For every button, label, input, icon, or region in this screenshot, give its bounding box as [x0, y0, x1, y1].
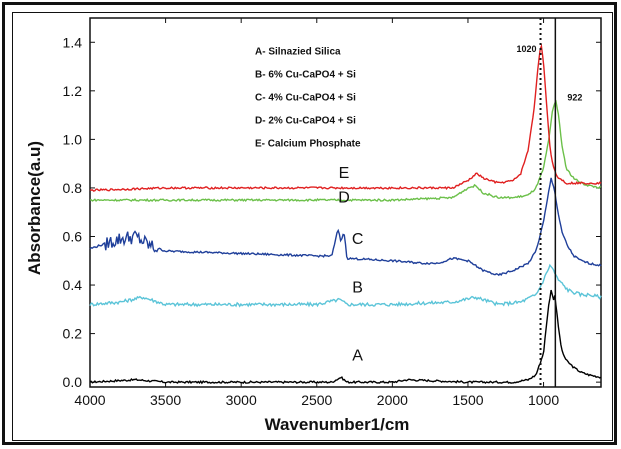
y-tick-label: 0.0 [63, 374, 83, 390]
y-tick-label: 0.8 [63, 180, 83, 196]
legend-entry: C- 4% Cu-CaPO4 + Si [255, 92, 356, 103]
plot-area-border [89, 17, 602, 388]
legend-entry: D- 2% Cu-CaPO4 + Si [255, 115, 356, 126]
curve-label-D: D [338, 190, 350, 207]
figure-frame [2, 2, 617, 445]
y-tick-label: 0.6 [63, 228, 83, 244]
series-line-B [89, 263, 602, 308]
curve-label-B: B [352, 279, 363, 296]
y-tick-label: 1.2 [63, 83, 83, 99]
x-tick-label: 1500 [452, 392, 483, 408]
legend-entry: B- 6% Cu-CaPO4 + Si [255, 69, 356, 80]
y-tick-label: 1.0 [63, 131, 83, 147]
annotation-layer: 1020 922 A- Silnazied Silica B- 6% Cu-CaPO4… [255, 18, 582, 387]
x-axis-title: Wavenumber1/cm [265, 415, 410, 434]
legend-entry: A- Silnazied Silica [255, 46, 341, 57]
curve-label-A: A [352, 347, 363, 364]
x-tick-label: 1000 [528, 392, 559, 408]
x-tick-label: 3000 [226, 392, 257, 408]
x-tick-label: 2500 [301, 392, 332, 408]
x-tick-label: 3500 [150, 392, 181, 408]
annotation-1020: 1020 [516, 44, 536, 54]
series-line-D [89, 99, 602, 203]
curve-label-E: E [339, 165, 350, 182]
curve-label-C: C [352, 231, 364, 248]
series-layer: A B C DE [89, 43, 602, 385]
series-line-E [89, 43, 602, 192]
y-tick-label: 0.2 [63, 326, 83, 342]
figure-inner-frame [12, 12, 613, 441]
series-line-C [89, 177, 602, 277]
annotation-922: 922 [567, 93, 582, 103]
y-tick-label: 0.4 [63, 277, 83, 293]
axes-layer: 4000 3500 3000 2500 2000 1500 1000 0.0 0.2 0.4 0.6… [63, 17, 602, 408]
legend-entry: E- Calcium Phosphate [255, 138, 361, 149]
y-axis-title: Absorbance(a.u) [25, 141, 44, 275]
series-line-A [89, 289, 602, 385]
x-tick-label: 4000 [74, 392, 105, 408]
x-tick-label: 2000 [377, 392, 408, 408]
y-tick-label: 1.4 [63, 34, 83, 50]
